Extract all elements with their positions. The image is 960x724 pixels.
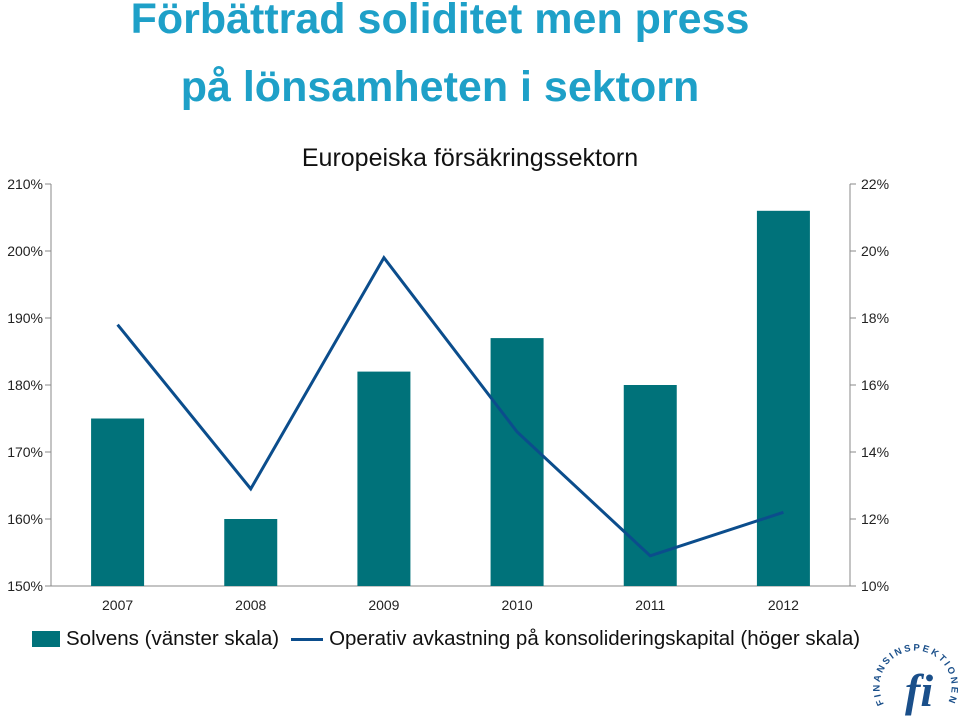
page-title-line-1: Förbättrad soliditet men press xyxy=(130,0,750,43)
right-tick-label: 14% xyxy=(861,444,889,460)
legend-swatch-solvens xyxy=(32,631,60,647)
legend-swatch-avkastning xyxy=(291,637,324,641)
legend: Solvens (vänster skala) Operativ avkastn… xyxy=(32,624,860,654)
left-tick-label: 150% xyxy=(7,578,43,594)
left-tick-label: 160% xyxy=(7,511,43,527)
right-tick-label: 22% xyxy=(861,176,889,192)
right-tick-label: 20% xyxy=(861,243,889,259)
finansinspektionen-logo: FINANSINSPEKTIONEN fi xyxy=(872,632,958,722)
line-series xyxy=(116,255,784,558)
bar-solvens-2010 xyxy=(490,338,544,586)
bar-series xyxy=(91,210,810,587)
bar-solvens-2012 xyxy=(756,210,810,587)
x-tick-label: 2010 xyxy=(502,597,533,613)
chart-title: Europeiska försäkringssektorn xyxy=(301,144,639,172)
legend-label-avkastning: Operativ avkastning på konsolideringskap… xyxy=(329,627,861,650)
left-tick-label: 190% xyxy=(7,310,43,326)
bar-solvens-2009 xyxy=(357,371,411,586)
bar-solvens-2007 xyxy=(91,418,145,586)
left-tick-label: 170% xyxy=(7,444,43,460)
left-tick-label: 180% xyxy=(7,377,43,393)
page-title-line-2: på lönsamheten i sektorn xyxy=(180,63,700,111)
x-tick-label: 2011 xyxy=(635,597,665,613)
x-tick-label: 2009 xyxy=(368,597,399,613)
x-tick-label: 2007 xyxy=(102,597,133,613)
left-tick-label: 210% xyxy=(7,176,43,192)
right-tick-label: 10% xyxy=(861,578,889,594)
right-tick-label: 18% xyxy=(861,310,889,326)
bar-solvens-2008 xyxy=(224,519,278,586)
legend-label-solvens: Solvens (vänster skala) xyxy=(66,627,280,650)
x-tick-label: 2012 xyxy=(768,597,799,613)
svg-text:fi: fi xyxy=(905,665,933,716)
x-axis: 2007 2008 2009 2010 2011 2012 xyxy=(51,585,850,613)
right-tick-label: 16% xyxy=(861,377,889,393)
left-axis: 150% 160% 170% 180% 190% 200% 210% xyxy=(7,176,52,594)
line-operativ-avkastning xyxy=(116,255,784,558)
bar-solvens-2011 xyxy=(623,385,677,586)
right-tick-label: 12% xyxy=(861,511,889,527)
left-tick-label: 200% xyxy=(7,243,43,259)
x-tick-label: 2008 xyxy=(235,597,266,613)
right-axis: 10% 12% 14% 16% 18% 20% 22% xyxy=(849,176,889,594)
